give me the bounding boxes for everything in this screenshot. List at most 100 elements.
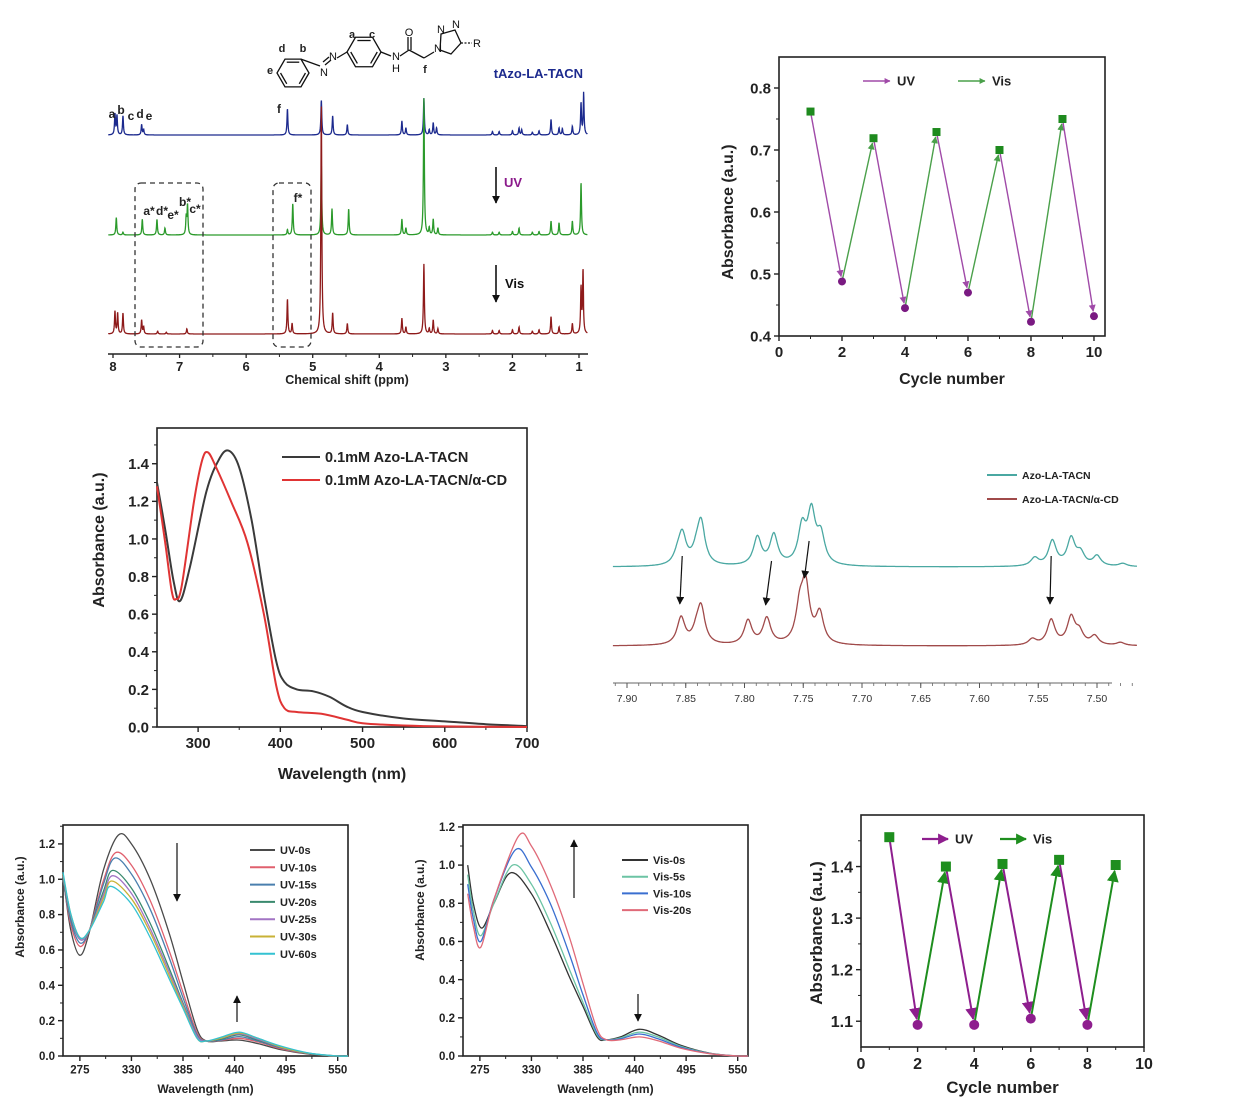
x-tick-label: 6 — [964, 344, 972, 361]
x-tick-label: 4 — [970, 1056, 979, 1073]
data-point-circle — [900, 304, 909, 313]
shift-arrow-icon — [801, 540, 810, 579]
y-tick-label: 1.4 — [128, 456, 150, 473]
peak-label: e — [146, 109, 153, 123]
data-point-square — [995, 146, 1004, 154]
peak-label: d — [136, 107, 143, 121]
legend-label: Vis — [1033, 832, 1052, 847]
bond — [423, 51, 435, 59]
legend-item: Vis — [1000, 832, 1052, 847]
y-tick-label: 0.8 — [39, 910, 56, 922]
series-line — [467, 832, 749, 1057]
series-line — [62, 872, 349, 1057]
bond — [322, 56, 330, 63]
x-tick-label: 7 — [176, 359, 183, 374]
proton-label: d — [279, 43, 286, 55]
legend-label: Vis-5s — [653, 872, 685, 884]
peak-label: a* — [143, 204, 155, 218]
legend-item: Vis-5s — [622, 872, 685, 884]
legend-item: Vis-10s — [622, 888, 691, 900]
cycle-chart-top: 0 2 4 6 8 10 0.4 0.5 0.6 0.7 0.8 Cycle number Absorb… — [720, 56, 1106, 388]
x-axis-label: Wavelength (nm) — [557, 1082, 653, 1096]
y-tick-label: 1.0 — [439, 860, 455, 872]
legend-item: 0.1mM Azo-LA-TACN/α-CD — [282, 473, 507, 489]
proton-label: c — [369, 29, 375, 41]
data-point-circle — [1082, 1019, 1093, 1030]
legend-label: UV-30s — [280, 931, 317, 943]
bond — [399, 49, 410, 57]
legend-label: UV-25s — [280, 914, 317, 926]
triazole-ring — [439, 29, 462, 55]
data-point-circle — [912, 1019, 923, 1030]
x-tick-label: 2 — [509, 359, 516, 374]
x-tick-label: 8 — [109, 359, 116, 374]
y-tick-label: 0.8 — [750, 80, 771, 97]
y-tick-label: 0.2 — [39, 1016, 55, 1028]
x-tick-label: 330 — [522, 1065, 541, 1077]
x-tick-label: 7.55 — [1028, 693, 1049, 705]
x-tick-label: 550 — [328, 1065, 347, 1077]
x-tick-label: 440 — [625, 1065, 644, 1077]
legend-item: UV — [863, 74, 915, 89]
proton-label: b — [300, 43, 307, 55]
y-tick-label: 0.2 — [128, 682, 149, 699]
legend-item: UV-20s — [250, 897, 317, 909]
legend-item: UV-30s — [250, 931, 317, 943]
uv-switch-arrow — [944, 866, 978, 1021]
legend-item: UV — [922, 832, 973, 847]
y-axis-label: Absorbance (a.u.) — [13, 856, 27, 957]
vis-switch-arrow — [1029, 864, 1063, 1019]
y-tick-label: 0.5 — [750, 266, 771, 283]
x-tick-label: 4 — [376, 359, 384, 374]
peak-label: f* — [294, 191, 303, 205]
benzene-ring — [276, 58, 310, 88]
legend-label: UV — [897, 74, 915, 89]
x-tick-label: 275 — [70, 1065, 90, 1077]
legend-label: UV — [955, 832, 973, 847]
data-point-square — [1054, 854, 1065, 865]
legend-label: 0.1mM Azo-LA-TACN/α-CD — [325, 473, 507, 489]
y-tick-label: 1.2 — [128, 494, 149, 511]
legend-item: Azo-LA-TACN — [987, 470, 1091, 482]
proton-label: f — [423, 64, 427, 76]
uv-irradiation-spectra-chart: 275 330 385 440 495 550 0.0 0.2 0.4 0.6 0.8 1.0 1.2 W… — [13, 824, 349, 1096]
peak-label: c* — [189, 202, 201, 216]
y-tick-label: 1.2 — [439, 822, 455, 834]
legend-item: Vis — [958, 74, 1011, 89]
vis-switch-arrow — [973, 868, 1006, 1026]
legend-label: UV-60s — [280, 949, 317, 961]
x-tick-label: 7.80 — [734, 693, 755, 705]
uv-switch-arrow — [809, 111, 844, 278]
atom-label: O — [405, 27, 414, 39]
atom-label: R — [473, 38, 481, 50]
uv-switch-arrow — [1061, 118, 1096, 312]
y-axis-label: Absorbance (a.u.) — [720, 144, 737, 279]
proton-label: a — [349, 29, 356, 41]
data-point-square — [884, 832, 895, 843]
y-tick-label: 0.6 — [39, 945, 55, 957]
legend-item: UV-0s — [250, 845, 311, 857]
data-point-square — [997, 858, 1008, 869]
x-tick-label: 495 — [277, 1065, 297, 1077]
x-tick-label: 550 — [728, 1065, 747, 1077]
vis-switch-arrow — [967, 154, 1001, 293]
double-bond — [279, 72, 288, 85]
legend-item: Vis-0s — [622, 855, 685, 867]
benzene-ring — [346, 36, 382, 68]
y-tick-label: 0.7 — [750, 142, 771, 159]
x-tick-label: 440 — [225, 1065, 244, 1077]
double-bond — [298, 72, 307, 85]
data-point-square — [869, 134, 878, 143]
peak-label: b — [117, 103, 124, 117]
y-tick-label: 0.4 — [39, 980, 56, 992]
x-tick-label: 7.90 — [617, 693, 638, 705]
x-tick-label: 0 — [857, 1056, 866, 1073]
x-tick-label: 385 — [173, 1065, 193, 1077]
peak-label: b* — [179, 195, 191, 209]
legend-item: UV-25s — [250, 914, 317, 926]
data-point-square — [1110, 860, 1121, 871]
atom-label: N — [392, 51, 400, 63]
legend-label: UV-0s — [280, 845, 311, 857]
x-tick-label: 3 — [442, 359, 449, 374]
